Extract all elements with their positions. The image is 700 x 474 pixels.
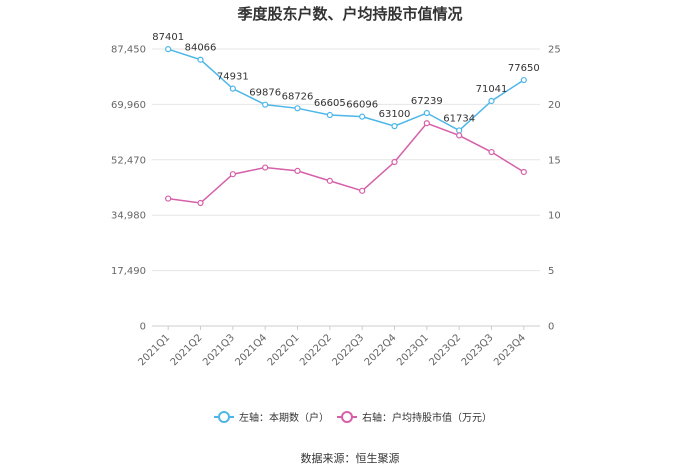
left-tick-label: 17,490 (111, 266, 146, 277)
x-tick-label: 2021Q1 (136, 332, 172, 368)
x-tick-label: 2023Q2 (427, 332, 463, 368)
data-point (359, 113, 366, 120)
chart-title: 季度股东户数、户均持股市值情况 (237, 5, 462, 23)
right-tick-label: 0 (548, 322, 554, 333)
right-tick-label: 10 (548, 211, 561, 222)
data-label: 87401 (152, 32, 184, 43)
data-point (262, 101, 269, 108)
x-tick-label: 2022Q1 (266, 332, 302, 368)
data-point (456, 127, 463, 134)
data-point (262, 164, 269, 171)
data-label: 63100 (379, 109, 411, 120)
data-point (229, 171, 236, 178)
legend-marker-avg-holding (341, 411, 353, 423)
right-tick-label: 5 (548, 266, 554, 277)
source-note: 数据来源：恒生聚源 (301, 451, 400, 465)
data-label: 71041 (476, 84, 508, 95)
data-label: 74931 (217, 72, 249, 83)
data-point (165, 46, 172, 53)
x-axis-ticks: 2021Q12021Q22021Q32021Q42022Q12022Q22022… (136, 326, 528, 368)
x-tick-label: 2022Q4 (363, 332, 399, 368)
data-label: 66096 (346, 100, 378, 111)
left-tick-label: 87,450 (111, 45, 146, 56)
right-axis-ticks: 0 5 10 15 20 25 (548, 45, 561, 333)
data-point (423, 109, 430, 117)
data-point (391, 123, 398, 130)
left-axis-ticks: 0 17,490 34,980 52,470 69,960 87,450 (111, 45, 146, 333)
legend: 左轴：本期数（户） 右轴：户均持股市值（万元） (214, 411, 492, 424)
data-point (520, 168, 527, 176)
data-point (294, 167, 301, 174)
left-tick-label: 34,980 (111, 211, 146, 222)
left-tick-label: 69,960 (111, 100, 146, 111)
data-point (456, 132, 463, 139)
right-tick-label: 15 (548, 155, 561, 166)
data-point (229, 85, 236, 92)
data-point (197, 199, 204, 207)
data-label: 66605 (314, 98, 346, 109)
data-point (488, 148, 495, 156)
data-point (423, 120, 430, 127)
right-tick-label: 20 (548, 100, 561, 111)
x-tick-label: 2023Q3 (460, 332, 496, 368)
data-point (197, 56, 204, 63)
data-label: 69876 (249, 88, 281, 99)
x-tick-label: 2022Q3 (330, 332, 366, 368)
left-tick-label: 0 (140, 322, 146, 333)
right-tick-label: 25 (548, 45, 561, 56)
data-label: 77650 (508, 63, 540, 74)
x-tick-label: 2021Q2 (169, 332, 205, 368)
left-tick-label: 52,470 (111, 155, 146, 166)
x-tick-label: 2022Q2 (298, 332, 334, 368)
data-point (294, 105, 301, 112)
data-label: 84066 (185, 43, 217, 54)
data-point (326, 111, 333, 119)
legend-item-avg-holding[interactable]: 右轴：户均持股市值（万元） (337, 411, 492, 424)
legend-label-households: 左轴：本期数（户） (239, 411, 329, 424)
data-label: 61734 (443, 113, 475, 124)
legend-item-households[interactable]: 左轴：本期数（户） (214, 411, 329, 424)
x-tick-label: 2023Q4 (492, 332, 528, 368)
data-point (326, 177, 333, 184)
series-line-1 (168, 122, 525, 204)
data-label: 68726 (282, 91, 314, 102)
series-lines (167, 48, 525, 204)
data-point (488, 97, 495, 105)
series-line-0 (167, 48, 525, 132)
data-point (391, 158, 398, 166)
grid (152, 48, 540, 327)
data-point (520, 76, 527, 84)
data-point (359, 187, 366, 194)
series-points (165, 46, 527, 207)
x-tick-label: 2021Q3 (201, 332, 237, 368)
legend-marker-households (218, 411, 230, 423)
legend-label-avg-holding: 右轴：户均持股市值（万元） (362, 411, 492, 424)
data-label: 67239 (411, 96, 443, 107)
x-tick-label: 2021Q4 (233, 332, 269, 368)
x-tick-label: 2023Q1 (395, 332, 431, 368)
data-point (165, 195, 172, 202)
